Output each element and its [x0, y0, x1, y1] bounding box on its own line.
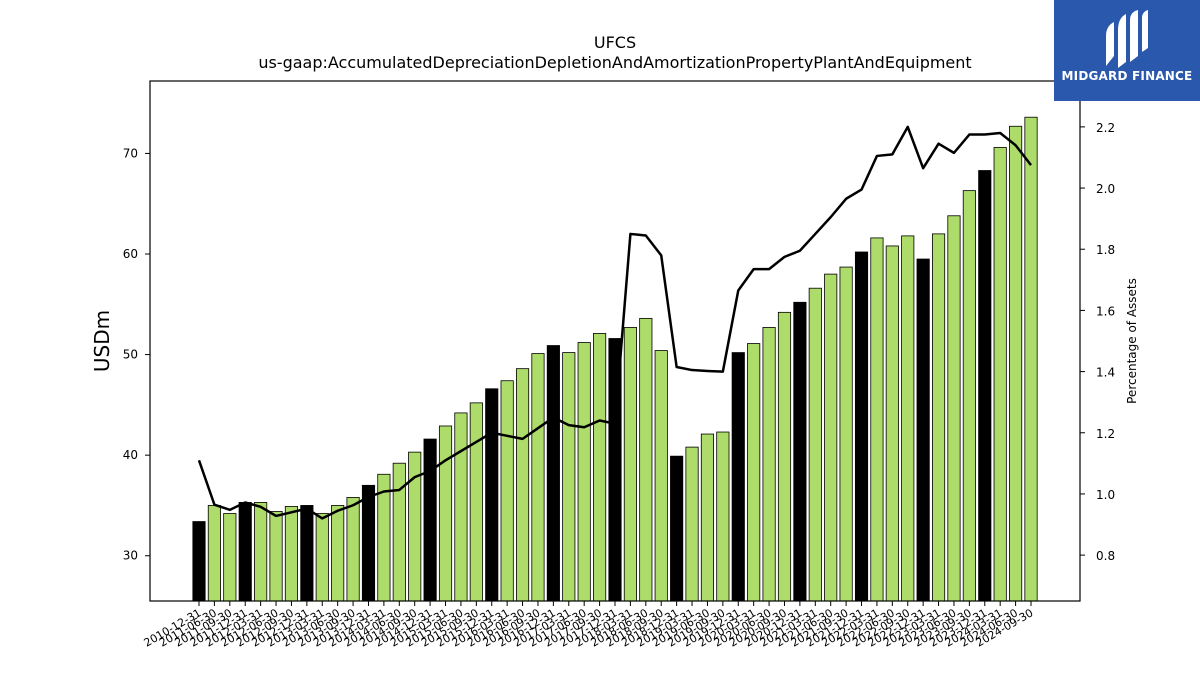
chart-subtitle: us-gaap:AccumulatedDepreciationDepletion…	[258, 53, 971, 72]
bar	[562, 352, 576, 602]
bar	[331, 505, 345, 602]
bar	[700, 433, 715, 602]
y2-tick-label: 1.4	[1096, 366, 1115, 380]
bar	[515, 368, 530, 602]
bar	[284, 506, 299, 602]
bar	[962, 190, 976, 602]
bar	[500, 380, 514, 602]
bar	[238, 502, 252, 602]
bar	[485, 388, 499, 602]
bar	[916, 258, 930, 602]
bar	[839, 266, 853, 602]
y2-tick-label: 1.8	[1096, 243, 1115, 257]
bar	[546, 345, 560, 602]
bar	[454, 412, 468, 602]
x-axis: 2010-12-312011-06-302011-09-302011-12-31…	[142, 601, 1036, 650]
bar	[639, 317, 653, 602]
y-tick-label: 70	[123, 146, 138, 160]
bar	[623, 327, 637, 602]
bar	[300, 505, 314, 602]
bar	[315, 513, 329, 602]
bar	[901, 235, 915, 602]
line-series	[197, 125, 1032, 520]
bar	[577, 342, 591, 602]
y-tick-label: 60	[123, 247, 138, 261]
bar	[392, 462, 406, 602]
bar	[423, 438, 437, 602]
percentage-line	[197, 125, 1032, 520]
bar	[469, 402, 483, 602]
midgard-logo-icon	[1106, 10, 1148, 68]
y-axis-left: 30 40 50 60 70	[123, 146, 150, 563]
bar	[854, 251, 869, 602]
y2-tick-label: 0.8	[1096, 549, 1115, 563]
y-axis-label: USDm	[90, 310, 114, 372]
y2-tick-label: 2.2	[1096, 121, 1115, 135]
bar	[716, 431, 730, 602]
bar	[777, 311, 792, 602]
bar	[207, 505, 221, 602]
bar	[793, 301, 807, 602]
bar	[346, 496, 360, 602]
y2-tick-label: 2.0	[1096, 182, 1115, 196]
bar	[978, 170, 992, 602]
bar	[747, 343, 761, 602]
midgard-finance-logo: MIDGARD FINANCE	[1054, 0, 1200, 101]
bar	[361, 484, 376, 602]
bar	[654, 350, 668, 602]
y2-tick-label: 1.2	[1096, 427, 1115, 441]
bar	[808, 287, 822, 602]
bar	[731, 352, 745, 602]
bar	[685, 446, 699, 602]
bar	[531, 353, 545, 602]
y-tick-label: 30	[123, 549, 138, 563]
bar	[1024, 116, 1038, 602]
y-tick-label: 50	[123, 348, 138, 362]
bar	[438, 425, 453, 602]
y2-axis-label: Percentage of Assets	[1125, 278, 1139, 404]
bar	[885, 245, 899, 602]
bar	[1009, 125, 1023, 602]
bar	[993, 146, 1007, 602]
bar	[269, 511, 283, 602]
bar	[192, 521, 206, 602]
y2-tick-label: 1.0	[1096, 488, 1115, 502]
bar	[670, 455, 684, 602]
y-tick-label: 40	[123, 448, 138, 462]
y-axis-right: 0.8 1.0 1.2 1.4 1.6 1.8 2.0 2.2	[1080, 121, 1115, 563]
bar	[593, 333, 607, 602]
bar	[223, 513, 237, 602]
bar	[254, 502, 268, 602]
bar	[762, 327, 776, 602]
bar	[824, 273, 838, 602]
chart-title: UFCS	[594, 33, 636, 52]
bar	[931, 233, 946, 602]
y2-tick-label: 1.6	[1096, 304, 1115, 318]
logo-text: MIDGARD FINANCE	[1061, 69, 1193, 83]
bar	[947, 215, 961, 602]
bar-series	[192, 116, 1038, 602]
bar	[870, 237, 884, 602]
